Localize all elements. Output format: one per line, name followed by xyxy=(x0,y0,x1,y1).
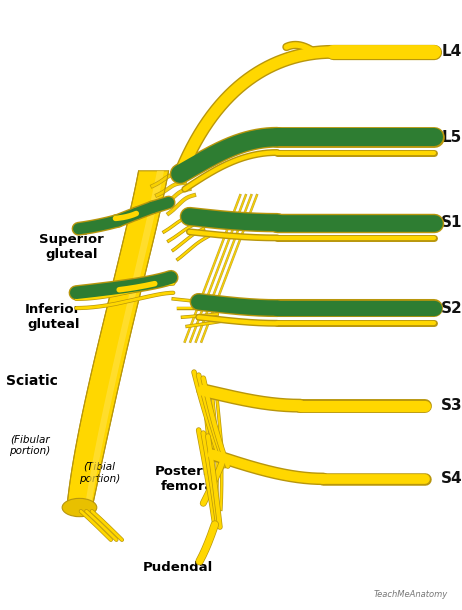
Text: (Tibial
portion): (Tibial portion) xyxy=(79,462,120,484)
Text: S2: S2 xyxy=(441,301,462,315)
Text: S4: S4 xyxy=(441,472,462,486)
Text: TeachMeAnatomy: TeachMeAnatomy xyxy=(374,590,448,599)
Polygon shape xyxy=(85,171,164,503)
Ellipse shape xyxy=(62,498,97,517)
Text: Inferior
gluteal: Inferior gluteal xyxy=(25,303,81,331)
Text: S3: S3 xyxy=(441,398,462,413)
Text: Sciatic: Sciatic xyxy=(6,375,58,388)
Text: Superior
gluteal: Superior gluteal xyxy=(39,233,104,261)
Text: L5: L5 xyxy=(441,130,462,145)
Polygon shape xyxy=(67,171,169,506)
Text: L4: L4 xyxy=(441,45,462,59)
Text: Posterior
femoral: Posterior femoral xyxy=(155,465,224,493)
Text: S1: S1 xyxy=(441,215,462,230)
Text: Pudendal: Pudendal xyxy=(143,561,213,574)
Text: (Fibular
portion): (Fibular portion) xyxy=(9,434,51,456)
